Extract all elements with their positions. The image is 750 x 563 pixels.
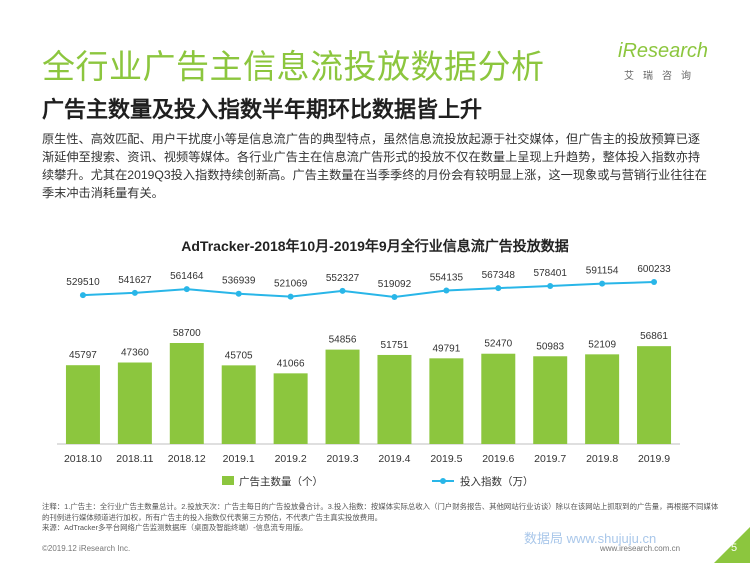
x-tick-2019.1: 2019.1 [223, 453, 255, 465]
notes-block: 注释：1.广告主：全行业广告主数量总计。2.投放天次：广告主每日的广告投放叠合计… [42, 502, 722, 534]
line-point-2019.7 [547, 283, 554, 290]
x-tick-2018.10: 2018.10 [64, 453, 102, 465]
line-label-2019.3: 552327 [326, 273, 360, 284]
line-label-2019.9: 600233 [637, 264, 671, 275]
watermark: 数据局 www.shujuju.cn [524, 531, 657, 546]
bar-label-2019.8: 52109 [588, 339, 616, 350]
line-point-2019.4 [391, 294, 398, 300]
x-tick-2019.6: 2019.6 [482, 453, 514, 465]
line-point-2018.10 [79, 292, 86, 299]
line-label-2019.6: 567348 [482, 270, 516, 281]
x-tick-2019.3: 2019.3 [326, 453, 358, 465]
bar-label-2019.6: 52470 [484, 339, 512, 350]
bar-2019.7 [533, 356, 568, 444]
line-point-2019.8 [599, 280, 606, 287]
page-title: 全行业广告主信息流投放数据分析 [42, 48, 545, 85]
corner-triangle [714, 527, 750, 563]
legend-line-marker [440, 478, 446, 484]
footer-copyright: ©2019.12 iResearch Inc. [42, 544, 131, 553]
x-tick-2018.12: 2018.12 [168, 453, 206, 465]
line-point-2019.6 [495, 285, 502, 292]
line-label-2018.11: 541627 [118, 275, 152, 286]
bar-2019.8 [585, 354, 620, 444]
line-point-2018.12 [183, 286, 190, 293]
bar-2019.5 [429, 358, 464, 444]
bar-2018.11 [117, 362, 152, 444]
x-tick-2019.2: 2019.2 [275, 453, 307, 465]
line-label-2019.7: 578401 [534, 268, 568, 279]
description-paragraph: 原生性、高效匹配、用户干扰度小等是信息流广告的典型特点，虽然信息流投放起源于社交… [42, 132, 707, 200]
line-label-2019.1: 536939 [222, 276, 256, 287]
legend-bar-swatch [222, 476, 234, 485]
bar-label-2018.11: 47360 [121, 348, 149, 359]
notes-line-2: 来源：AdTracker多平台网络广告监测数据库（桌面及智能终端）-信息流专用版… [42, 523, 308, 532]
x-tick-2019.9: 2019.9 [638, 453, 670, 465]
iresearch-logo: iResearch 艾瑞咨询 [618, 40, 710, 82]
x-tick-2019.4: 2019.4 [378, 453, 410, 465]
bar-2019.9 [637, 346, 672, 444]
line-label-2019.8: 591154 [586, 266, 619, 277]
page-number: 5 [731, 542, 738, 554]
bar-label-2019.2: 41066 [277, 358, 305, 369]
line-point-2019.2 [287, 293, 294, 300]
bar-label-2019.3: 54856 [329, 335, 357, 346]
bar-2019.3 [325, 349, 360, 444]
line-point-2019.9 [651, 279, 658, 285]
bar-2018.12 [169, 343, 204, 444]
bar-label-2018.12: 58700 [173, 328, 201, 339]
line-series-investment [82, 281, 655, 299]
bar-2019.6 [481, 353, 516, 444]
line-label-2019.4: 519092 [378, 279, 412, 290]
x-tick-2019.7: 2019.7 [534, 453, 566, 465]
bar-label-2018.10: 45797 [69, 350, 97, 361]
line-label-2019.5: 554135 [430, 273, 464, 284]
legend-bar-label: 广告主数量（个） [239, 475, 323, 488]
bar-2019.2 [273, 373, 308, 444]
bar-label-2019.9: 56861 [640, 331, 668, 342]
bar-label-2019.4: 51751 [381, 340, 409, 351]
bar-2018.10 [65, 365, 100, 444]
legend-line-label: 投入指数（万） [460, 475, 534, 488]
line-point-2019.5 [443, 287, 450, 294]
bar-2019.1 [221, 365, 256, 444]
logo-name: iResearch [618, 40, 709, 62]
chart-title: AdTracker-2018年10月-2019年9月全行业信息流广告投放数据 [181, 238, 569, 254]
footer-website: www.iresearch.com.cn [600, 544, 681, 553]
bar-2019.4 [377, 354, 412, 444]
x-tick-2019.8: 2019.8 [586, 453, 618, 465]
bar-label-2019.7: 50983 [536, 341, 564, 352]
bar-label-2019.1: 45705 [225, 350, 253, 361]
line-label-2019.2: 521069 [274, 279, 308, 290]
notes-line-1: 注释：1.广告主：全行业广告主数量总计。2.投放天次：广告主每日的广告投放叠合计… [42, 502, 719, 522]
line-label-2018.10: 529510 [66, 277, 100, 288]
line-label-2018.12: 561464 [170, 271, 204, 282]
x-tick-2018.11: 2018.11 [116, 453, 153, 465]
line-point-2019.3 [339, 287, 346, 294]
bar-label-2019.5: 49791 [432, 343, 460, 354]
logo-subtitle: 艾瑞咨询 [624, 71, 700, 82]
page-subtitle: 广告主数量及投入指数半年期环比数据皆上升 [42, 97, 483, 122]
x-tick-2019.5: 2019.5 [430, 453, 462, 465]
line-point-2018.11 [131, 289, 138, 296]
line-point-2019.1 [235, 290, 242, 297]
